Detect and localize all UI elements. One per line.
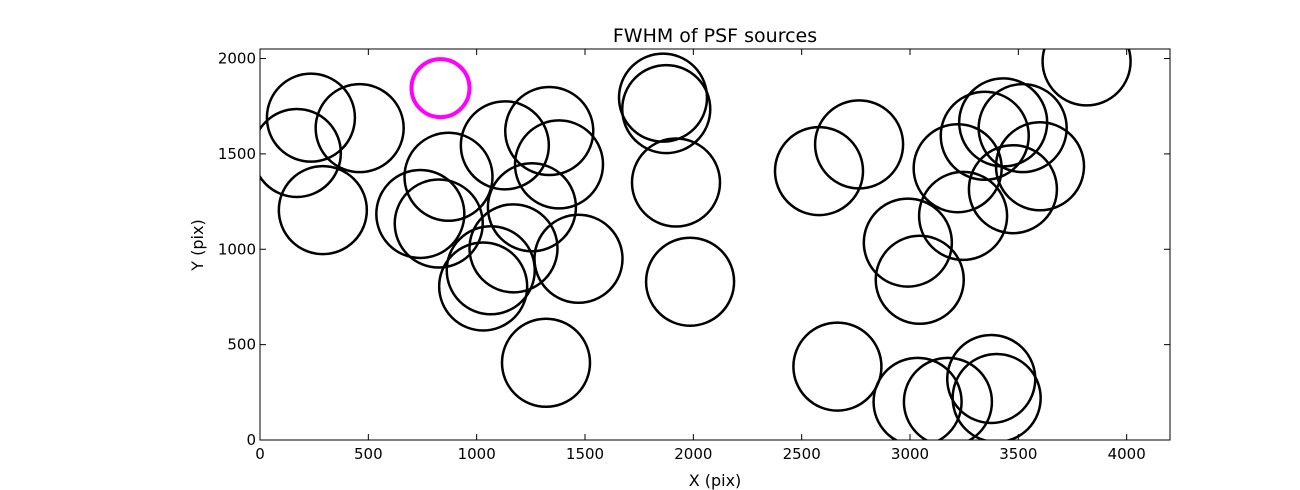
source-circle-35 bbox=[977, 82, 1068, 174]
x-tick-label: 2000 bbox=[674, 445, 712, 463]
x-tick-label: 1000 bbox=[458, 445, 496, 463]
source-circle-28 bbox=[912, 122, 1003, 214]
source-circle-26 bbox=[872, 356, 963, 440]
reference-circle bbox=[409, 57, 472, 120]
x-tick-label: 500 bbox=[354, 445, 383, 463]
x-tick-label: 2500 bbox=[783, 445, 821, 463]
source-circle-10 bbox=[459, 100, 551, 191]
source-circle-11 bbox=[468, 203, 559, 294]
source-circle-27 bbox=[902, 356, 994, 440]
source-circle-12 bbox=[486, 162, 578, 253]
source-circle-3 bbox=[277, 164, 369, 256]
x-tick-label: 0 bbox=[255, 445, 265, 463]
y-axis-label: Y (pix) bbox=[188, 219, 207, 271]
source-circle-22 bbox=[813, 99, 905, 190]
x-tick-label: 1500 bbox=[566, 445, 604, 463]
source-circle-7 bbox=[403, 131, 494, 223]
source-circle-15 bbox=[500, 317, 592, 409]
source-circle-20 bbox=[644, 236, 736, 327]
y-tick-label: 1000 bbox=[218, 240, 256, 258]
source-circle-14 bbox=[513, 119, 605, 210]
source-circle-18 bbox=[621, 63, 712, 155]
x-tick-label: 3500 bbox=[999, 445, 1037, 463]
source-circle-17 bbox=[617, 52, 709, 143]
y-tick-label: 500 bbox=[227, 336, 256, 354]
source-circle-8 bbox=[437, 241, 529, 332]
y-tick-label: 2000 bbox=[218, 50, 256, 68]
source-circle-1 bbox=[260, 107, 343, 199]
source-circle-34 bbox=[967, 143, 1059, 235]
source-circle-32 bbox=[951, 352, 1042, 440]
source-circle-30 bbox=[939, 90, 1030, 182]
source-circle-13 bbox=[504, 85, 595, 177]
y-tick-label: 1500 bbox=[218, 145, 256, 163]
x-axis-label: X (pix) bbox=[689, 471, 742, 490]
source-circle-37 bbox=[1041, 49, 1132, 107]
source-circle-23 bbox=[792, 321, 883, 412]
axis-ticks: 0 500 1000 1500 2000 2500 3000 3500 4000 0 500 1000… bbox=[218, 49, 1170, 463]
y-tick-label: 0 bbox=[246, 431, 256, 449]
source-circle-4 bbox=[314, 82, 405, 174]
source-circle-29 bbox=[917, 170, 1009, 262]
source-circle-6 bbox=[393, 178, 484, 269]
chart-title: FWHM of PSF sources bbox=[613, 25, 817, 47]
source-circle-19 bbox=[630, 137, 722, 228]
source-circle-2 bbox=[265, 72, 357, 163]
source-circle-25 bbox=[874, 234, 965, 326]
source-circle-9 bbox=[445, 224, 536, 316]
source-circle-16 bbox=[533, 213, 624, 305]
x-tick-label: 3000 bbox=[891, 445, 929, 463]
plot-frame bbox=[259, 48, 1171, 441]
source-circle-36 bbox=[994, 121, 1086, 212]
data-points bbox=[260, 49, 1132, 440]
source-circle-24 bbox=[862, 197, 954, 288]
source-circle-21 bbox=[773, 125, 865, 217]
source-circle-5 bbox=[375, 168, 466, 260]
x-tick-label: 4000 bbox=[1108, 445, 1146, 463]
